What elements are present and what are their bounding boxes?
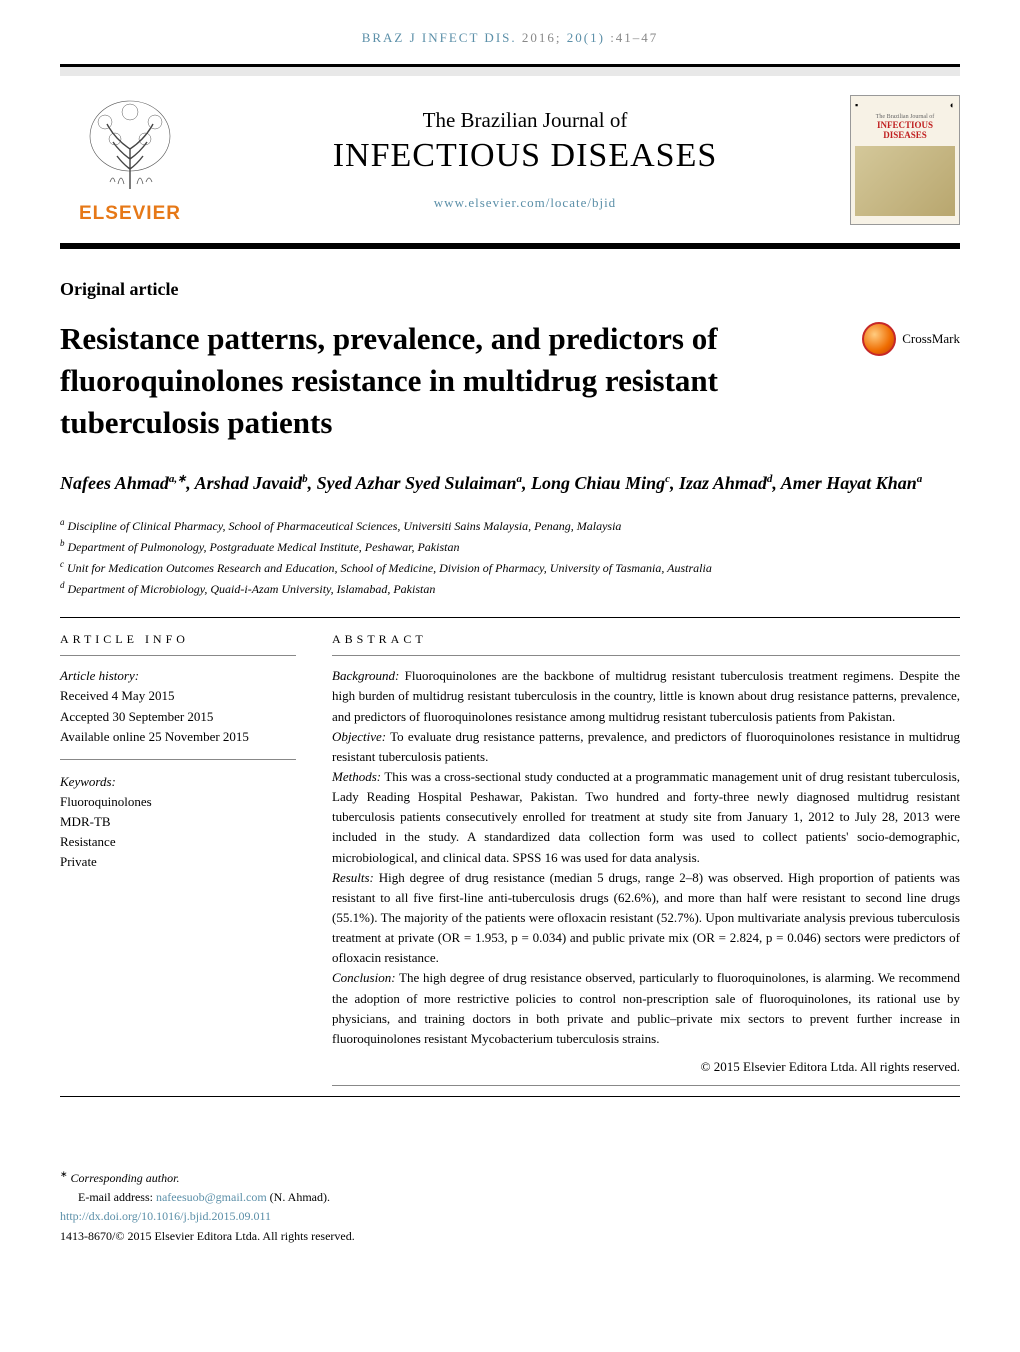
journal-header: ELSEVIER The Brazilian Journal of INFECT… bbox=[60, 76, 960, 249]
authors-list: Nafees Ahmada,∗, Arshad Javaidb, Syed Az… bbox=[60, 470, 960, 497]
author-4: , Long Chiau Ming bbox=[522, 473, 665, 493]
keywords-label: Keywords: bbox=[60, 772, 296, 792]
journal-subtitle: The Brazilian Journal of bbox=[200, 108, 850, 133]
author-3: , Syed Azhar Syed Sulaiman bbox=[308, 473, 517, 493]
divider bbox=[60, 1096, 960, 1097]
received-date: Received 4 May 2015 bbox=[60, 686, 296, 706]
running-header: BRAZ J INFECT DIS. 2016; 20(1) :41–47 bbox=[60, 30, 960, 46]
divider-thin bbox=[60, 655, 296, 656]
divider-thin bbox=[332, 655, 960, 656]
abstract-label: ABSTRACT bbox=[332, 626, 960, 647]
author-1: Nafees Ahmad bbox=[60, 473, 169, 493]
author-6: , Amer Hayat Khan bbox=[772, 473, 916, 493]
article-title: Resistance patterns, prevalence, and pre… bbox=[60, 318, 848, 444]
corresponding-label: Corresponding author. bbox=[71, 1171, 180, 1185]
keyword: MDR-TB bbox=[60, 812, 296, 832]
keyword: Resistance bbox=[60, 832, 296, 852]
affiliation-b: Department of Pulmonology, Postgraduate … bbox=[68, 540, 460, 554]
abstract-text: Background: Fluoroquinolones are the bac… bbox=[332, 666, 960, 1049]
crossmark-text: CrossMark bbox=[902, 331, 960, 347]
objective-label: Objective: bbox=[332, 729, 386, 744]
elsevier-tree-icon bbox=[75, 94, 185, 194]
affiliation-d: Department of Microbiology, Quaid-i-Azam… bbox=[68, 582, 436, 596]
affiliation-c: Unit for Medication Outcomes Research an… bbox=[67, 561, 712, 575]
abstract-column: ABSTRACT Background: Fluoroquinolones ar… bbox=[332, 626, 960, 1096]
conclusion-text: The high degree of drug resistance obser… bbox=[332, 970, 960, 1045]
affiliations: a Discipline of Clinical Pharmacy, Schoo… bbox=[60, 515, 960, 600]
journal-title: INFECTIOUS DISEASES bbox=[200, 137, 850, 175]
history-label: Article history: bbox=[60, 666, 296, 686]
journal-abbrev: BRAZ J INFECT DIS. bbox=[362, 30, 517, 45]
accepted-date: Accepted 30 September 2015 bbox=[60, 707, 296, 727]
background-label: Background: bbox=[332, 668, 399, 683]
copyright: © 2015 Elsevier Editora Ltda. All rights… bbox=[332, 1059, 960, 1075]
crossmark-icon bbox=[862, 322, 896, 356]
article-type: Original article bbox=[60, 279, 960, 300]
keyword: Private bbox=[60, 852, 296, 872]
footer: ∗ Corresponding author. E-mail address: … bbox=[60, 1167, 960, 1246]
author-5: , Izaz Ahmad bbox=[670, 473, 767, 493]
author-2: , Arshad Javaid bbox=[186, 473, 302, 493]
article-info-label: ARTICLE INFO bbox=[60, 626, 296, 647]
online-date: Available online 25 November 2015 bbox=[60, 727, 296, 747]
conclusion-label: Conclusion: bbox=[332, 970, 396, 985]
email-suffix: (N. Ahmad). bbox=[267, 1190, 330, 1204]
results-label: Results: bbox=[332, 870, 374, 885]
pages: :41–47 bbox=[610, 30, 658, 45]
elsevier-logo: ELSEVIER bbox=[60, 94, 200, 225]
divider-thin bbox=[332, 1085, 960, 1086]
elsevier-text: ELSEVIER bbox=[60, 203, 200, 225]
objective-text: To evaluate drug resistance patterns, pr… bbox=[332, 729, 960, 764]
divider-thin bbox=[60, 759, 296, 760]
email-link[interactable]: nafeesuob@gmail.com bbox=[156, 1190, 267, 1204]
doi-link[interactable]: http://dx.doi.org/10.1016/j.bjid.2015.09… bbox=[60, 1209, 271, 1223]
background-text: Fluoroquinolones are the backbone of mul… bbox=[332, 668, 960, 723]
email-label: E-mail address: bbox=[78, 1190, 156, 1204]
issn-copyright: 1413-8670/© 2015 Elsevier Editora Ltda. … bbox=[60, 1227, 960, 1246]
cover-title: INFECTIOUS DISEASES bbox=[855, 120, 955, 140]
keyword: Fluoroquinolones bbox=[60, 792, 296, 812]
results-text: High degree of drug resistance (median 5… bbox=[332, 870, 960, 966]
topbar-decoration bbox=[60, 64, 960, 76]
journal-url[interactable]: www.elsevier.com/locate/bjid bbox=[200, 195, 850, 211]
issue: 20(1) bbox=[567, 30, 605, 45]
year-vol: 2016; bbox=[522, 30, 562, 45]
crossmark-badge[interactable]: CrossMark bbox=[862, 322, 960, 356]
article-info-column: ARTICLE INFO Article history: Received 4… bbox=[60, 626, 296, 1096]
journal-cover-thumbnail: ▪◐ The Brazilian Journal of INFECTIOUS D… bbox=[850, 95, 960, 225]
methods-text: This was a cross-sectional study conduct… bbox=[332, 769, 960, 865]
methods-label: Methods: bbox=[332, 769, 381, 784]
divider bbox=[60, 617, 960, 618]
journal-title-block: The Brazilian Journal of INFECTIOUS DISE… bbox=[200, 108, 850, 211]
affiliation-a: Discipline of Clinical Pharmacy, School … bbox=[68, 519, 622, 533]
